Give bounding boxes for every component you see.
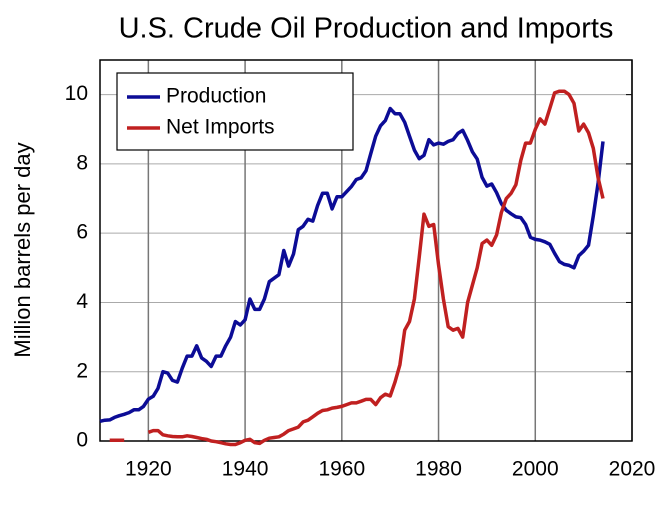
y-tick-label: 6 bbox=[76, 221, 88, 244]
x-tick-label: 1960 bbox=[318, 458, 365, 481]
x-tick-label: 1980 bbox=[415, 458, 462, 481]
legend-box bbox=[116, 72, 354, 151]
y-tick-label: 4 bbox=[76, 290, 88, 313]
chart-title: U.S. Crude Oil Production and Imports bbox=[119, 13, 614, 45]
y-tick-label: 8 bbox=[76, 151, 88, 174]
line bbox=[109, 89, 605, 447]
legend-label: Net Imports bbox=[166, 116, 275, 139]
y-tick-label: 10 bbox=[65, 82, 88, 105]
legend-label: Production bbox=[166, 85, 266, 108]
x-tick-label: 2000 bbox=[512, 458, 559, 481]
x-tick-label: 1920 bbox=[125, 458, 172, 481]
plot-frame bbox=[99, 59, 633, 442]
y-tick-label: 2 bbox=[76, 359, 88, 382]
line bbox=[99, 106, 605, 424]
y-tick-label: 0 bbox=[76, 429, 88, 452]
x-tick-label: 1940 bbox=[222, 458, 269, 481]
x-tick-label: 2020 bbox=[609, 458, 656, 481]
y-axis-label: Million barrels per day bbox=[10, 142, 35, 357]
